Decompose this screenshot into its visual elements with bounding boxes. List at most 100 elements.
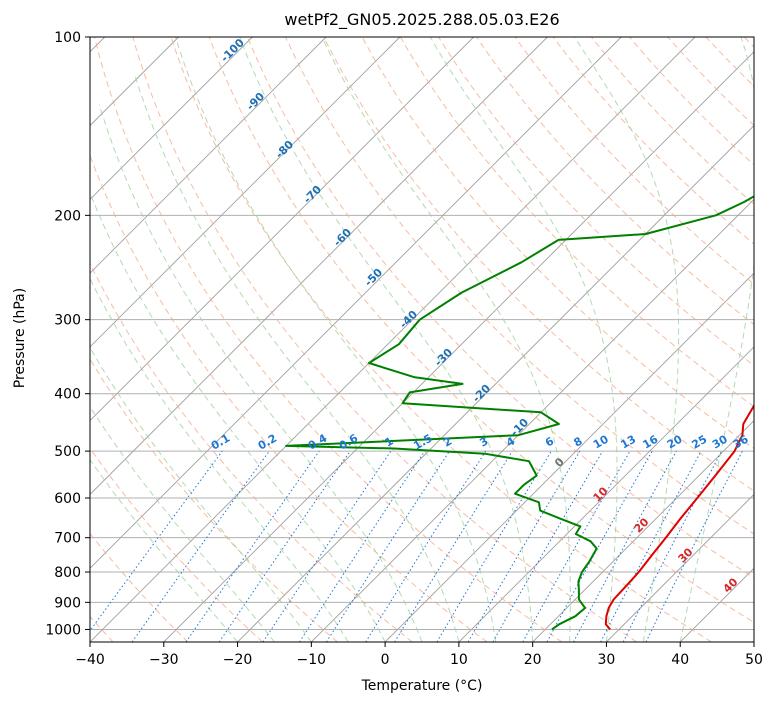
moist-adiabat [429, 37, 618, 642]
mixing-ratio-line [185, 450, 320, 642]
isotherm [90, 37, 696, 642]
mixing-ratio-line [436, 450, 552, 642]
dry-adiabat [399, 37, 754, 408]
dry-adiabat [476, 37, 754, 326]
plot-frame [89, 36, 755, 643]
isotherm [90, 37, 253, 200]
y-tick-label: 300 [54, 313, 81, 329]
mixing-ratio-label: 13 [618, 433, 638, 452]
x-tick-label: −40 [75, 652, 105, 668]
mixing-ratio-line [573, 450, 677, 642]
x-tick-label: −20 [223, 652, 253, 668]
isotherm [90, 37, 327, 274]
dry-adiabat-label: -60 [331, 226, 354, 249]
dry-adiabat [705, 37, 754, 87]
dry-adiabat-label: 40 [721, 575, 741, 595]
moist-adiabat [98, 104, 423, 642]
x-tick-label: 40 [671, 652, 689, 668]
dry-adiabat-label: 20 [632, 515, 652, 535]
dry-adiabat-label: -30 [432, 346, 455, 369]
y-tick-label: 900 [54, 595, 81, 611]
moist-adiabat [679, 37, 754, 642]
mixing-ratio-label: 2 [441, 435, 454, 450]
dry-adiabat-label: -100 [218, 36, 247, 65]
dry-adiabat-label: -70 [301, 183, 324, 206]
y-tick-label: 600 [54, 491, 81, 507]
dry-adiabat [514, 37, 754, 285]
moist-adiabat [573, 37, 680, 642]
mixing-ratio-label: 8 [572, 435, 585, 450]
mixing-ratio-label: 0.2 [256, 432, 279, 453]
axes: −40 −30 −20 −10 0 10 20 30 40 50 100 200 300 400 500 60… [45, 30, 763, 668]
mixing-ratio-label: 0.1 [209, 432, 232, 453]
x-axis-label: Temperature (°C) [361, 678, 483, 694]
y-tick-label: 400 [54, 387, 81, 403]
profile-lines [285, 195, 754, 631]
y-tick-label: 700 [54, 531, 81, 547]
mixing-ratio-label: 25 [690, 433, 710, 452]
moist-adiabat [175, 37, 497, 642]
chart-title: wetPf2_GN05.2025.288.05.03.E26 [284, 10, 560, 29]
mixing-ratio-line [467, 450, 581, 642]
dry-adiabat [90, 532, 189, 642]
moist-adiabat [321, 37, 571, 642]
mixing-ratio-label: 0.4 [306, 431, 330, 452]
x-tick-label: 0 [381, 652, 390, 668]
dry-adiabat [90, 358, 338, 642]
mixing-ratio-line [546, 450, 653, 642]
isotherm [237, 124, 754, 642]
dry-adiabat [323, 37, 754, 492]
mixing-ratio-line [299, 450, 426, 642]
x-tick-label: 50 [745, 652, 763, 668]
x-tick-label: −30 [149, 652, 179, 668]
dry-adiabat [132, 37, 637, 642]
dry-adiabat [90, 447, 263, 642]
mixing-ratio-line [131, 450, 270, 642]
isotherm [311, 198, 754, 642]
background-lines [0, 37, 754, 642]
x-tick-label: 30 [598, 652, 616, 668]
moist-adiabat [90, 405, 275, 642]
isotherm [458, 346, 754, 642]
moist-adiabat [90, 458, 238, 642]
isotherm [90, 37, 106, 53]
isotherm [384, 272, 754, 642]
mixing-ratio-line [262, 450, 392, 642]
mixing-ratio-label: 16 [641, 432, 661, 451]
dry-adiabat-label: -40 [397, 308, 420, 331]
dewpoint-profile-line [285, 195, 754, 631]
y-tick-label: 500 [54, 444, 81, 460]
mixing-ratio-line [218, 450, 351, 642]
dry-adiabat [246, 37, 754, 579]
dry-adiabat [552, 37, 754, 245]
isotherm [679, 567, 754, 642]
mixing-ratio-line [90, 450, 223, 632]
mixing-ratio-line [394, 450, 513, 642]
x-tick-label: 20 [524, 652, 542, 668]
isotherm [532, 420, 754, 642]
isotherm [163, 51, 754, 642]
mixing-ratio-label: 20 [665, 432, 685, 451]
dry-adiabat-label: -80 [273, 138, 296, 161]
dry-adiabat [361, 37, 754, 450]
isotherm [753, 641, 754, 642]
isotherm [90, 37, 474, 422]
isotherm [90, 37, 548, 496]
dry-adiabat [90, 615, 114, 642]
mixing-ratio-label: 10 [591, 432, 611, 451]
y-tick-label: 800 [54, 565, 81, 581]
isotherm [606, 493, 754, 642]
dry-adiabat [90, 154, 488, 642]
dry-adiabat-label: -20 [470, 382, 493, 405]
y-tick-label: 1000 [45, 622, 81, 638]
mixing-ratio-line [325, 450, 450, 642]
isotherm [90, 37, 179, 127]
mixing-ratio-line [522, 450, 631, 642]
moist-adiabat [239, 37, 534, 642]
isotherm [0, 37, 31, 642]
dry-adiabat-label: 10 [591, 484, 611, 504]
dry-adiabat [208, 37, 754, 623]
dry-adiabat [94, 37, 563, 642]
dry-adiabat [90, 262, 413, 642]
